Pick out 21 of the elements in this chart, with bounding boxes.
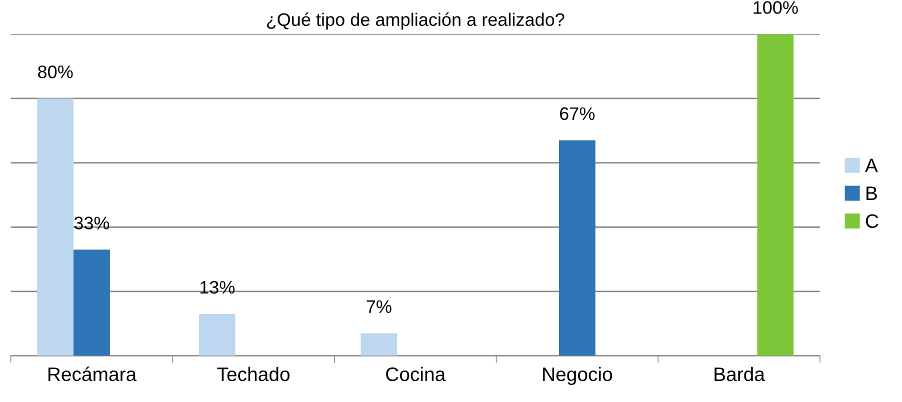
x-tick-label: Negocio — [543, 366, 612, 386]
legend-label: C — [866, 214, 878, 228]
x-tick-label: Techado — [217, 366, 290, 382]
data-label: 100% — [754, 1, 798, 14]
x-tick-label: Recámara — [48, 366, 137, 382]
data-label: 13% — [200, 280, 235, 294]
bar — [37, 98, 74, 356]
bar — [74, 250, 110, 356]
legend-label: B — [866, 186, 877, 200]
data-label: 80% — [38, 65, 73, 78]
bar — [757, 34, 794, 356]
x-tick-label: Barda — [714, 366, 765, 382]
chart-title: ¿Qué tipo de ampliación a realizado? — [266, 12, 564, 30]
bar — [360, 333, 398, 356]
data-label: 67% — [560, 107, 595, 120]
bar — [198, 314, 236, 356]
legend-label: A — [864, 158, 878, 172]
data-label: 7% — [366, 300, 392, 313]
bar — [558, 140, 596, 356]
x-tick-label: Cocina — [386, 366, 446, 382]
data-label: 33% — [74, 216, 110, 230]
